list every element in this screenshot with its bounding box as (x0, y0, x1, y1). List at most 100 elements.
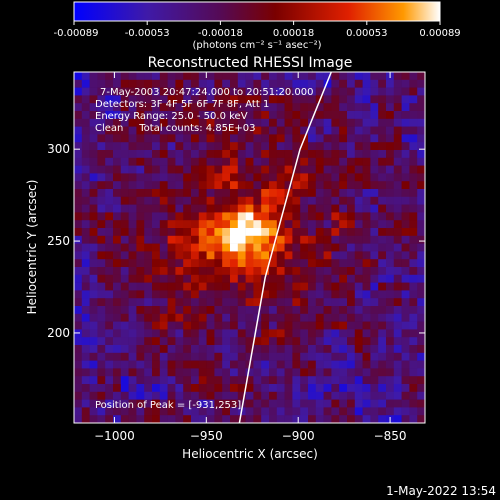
heatmap-cell (74, 95, 83, 104)
heatmap-cell (175, 103, 184, 112)
heatmap-cell (245, 72, 254, 81)
heatmap-cell (222, 251, 231, 260)
heatmap-cell (198, 399, 207, 408)
heatmap-cell (362, 79, 371, 88)
heatmap-cell (315, 196, 324, 205)
heatmap-cell (230, 212, 239, 221)
heatmap-cell (378, 282, 387, 291)
heatmap-cell (292, 352, 301, 361)
heatmap-cell (331, 235, 340, 244)
heatmap-cell (74, 407, 83, 416)
heatmap-cell (237, 267, 246, 276)
heatmap-cell (237, 290, 246, 299)
heatmap-cell (269, 259, 278, 268)
heatmap-cell (409, 282, 418, 291)
heatmap-cell (362, 204, 371, 213)
heatmap-cell (237, 212, 246, 221)
heatmap-cell (386, 298, 395, 307)
heatmap-cell (198, 282, 207, 291)
heatmap-cell (315, 352, 324, 361)
heatmap-cell (308, 329, 317, 338)
heatmap-cell (378, 407, 387, 416)
heatmap-cell (261, 368, 270, 377)
heatmap-cell (393, 189, 402, 198)
heatmap-cell (315, 181, 324, 190)
heatmap-cell (269, 274, 278, 283)
heatmap-cell (284, 274, 293, 283)
heatmap-cell (81, 95, 90, 104)
heatmap-cell (89, 220, 98, 229)
heatmap-cell (144, 72, 153, 81)
heatmap-cell (378, 118, 387, 127)
heatmap-cell (401, 321, 410, 330)
heatmap-cell (230, 220, 239, 229)
heatmap-cell (354, 118, 363, 127)
heatmap-cell (97, 142, 106, 151)
heatmap-cell (269, 282, 278, 291)
heatmap-cell (113, 95, 122, 104)
heatmap-cell (136, 95, 145, 104)
heatmap-cell (105, 391, 114, 400)
heatmap-cell (183, 189, 192, 198)
heatmap-cell (89, 360, 98, 369)
heatmap-cell (401, 204, 410, 213)
heatmap-cell (183, 360, 192, 369)
heatmap-cell (74, 384, 83, 393)
heatmap-cell (136, 298, 145, 307)
heatmap-cell (144, 235, 153, 244)
heatmap-cell (339, 415, 348, 423)
heatmap-cell (347, 118, 356, 127)
heatmap-cell (292, 204, 301, 213)
heatmap-cell (144, 243, 153, 252)
heatmap-cell (339, 352, 348, 361)
heatmap-cell (370, 360, 379, 369)
heatmap-cell (386, 134, 395, 143)
heatmap-cell (74, 212, 83, 221)
heatmap-cell (261, 399, 270, 408)
heatmap-cell (386, 345, 395, 354)
heatmap-cell (308, 150, 317, 159)
heatmap-cell (378, 321, 387, 330)
heatmap-cell (276, 220, 285, 229)
heatmap-cell (81, 298, 90, 307)
heatmap-cell (144, 126, 153, 135)
heatmap-cell (386, 376, 395, 385)
heatmap-cell (152, 345, 161, 354)
heatmap-cell (323, 259, 332, 268)
heatmap-cell (409, 111, 418, 120)
heatmap-cell (386, 204, 395, 213)
heatmap-cell (378, 329, 387, 338)
heatmap-cell (409, 399, 418, 408)
heatmap-cell (401, 150, 410, 159)
heatmap-cell (175, 87, 184, 96)
heatmap-cell (409, 415, 418, 423)
heatmap-cell (237, 415, 246, 423)
heatmap-cell (222, 220, 231, 229)
heatmap-cell (417, 72, 425, 81)
heatmap-cell (113, 204, 122, 213)
heatmap-cell (339, 235, 348, 244)
heatmap-cell (347, 399, 356, 408)
heatmap-cell (175, 251, 184, 260)
heatmap-cell (253, 142, 262, 151)
heatmap-cell (261, 228, 270, 237)
heatmap-cell (245, 118, 254, 127)
heatmap-cell (300, 150, 309, 159)
heatmap-cell (386, 360, 395, 369)
heatmap-cell (167, 298, 176, 307)
heatmap-cell (409, 259, 418, 268)
heatmap-cell (308, 72, 317, 81)
heatmap-cell (253, 329, 262, 338)
heatmap-cell (89, 118, 98, 127)
heatmap-cell (323, 235, 332, 244)
heatmap-cell (401, 399, 410, 408)
heatmap-cell (409, 165, 418, 174)
heatmap-cell (159, 87, 168, 96)
heatmap-cell (386, 399, 395, 408)
heatmap-cell (152, 337, 161, 346)
heatmap-cell (74, 415, 83, 423)
heatmap-cell (237, 337, 246, 346)
heatmap-cell (308, 321, 317, 330)
heatmap-cell (89, 352, 98, 361)
heatmap-cell (315, 72, 324, 81)
